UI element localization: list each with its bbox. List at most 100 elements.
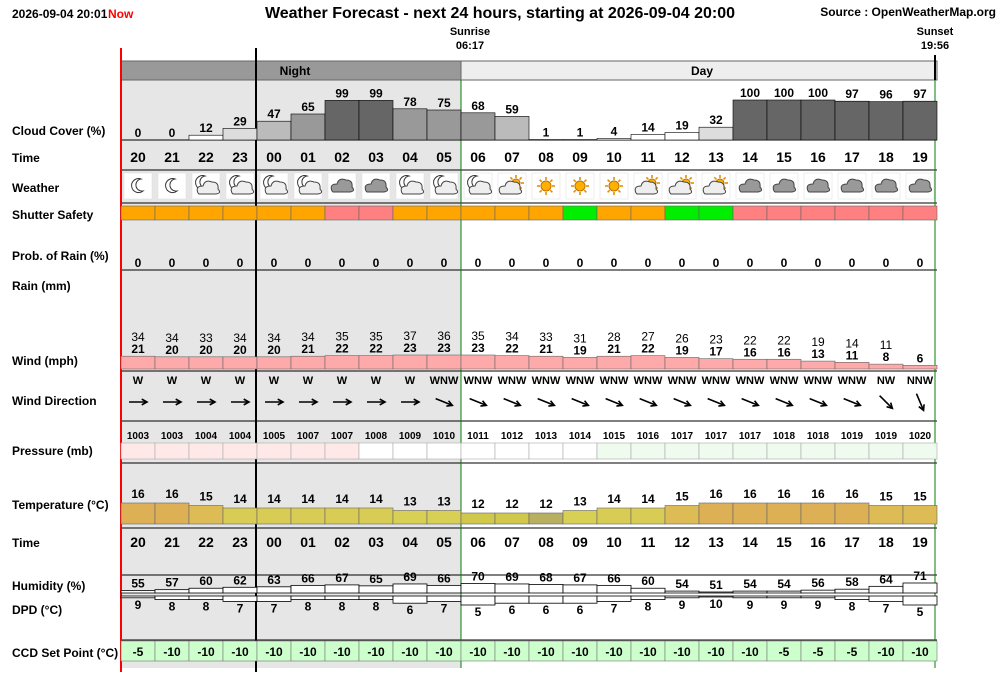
rain-probability-value: 0 xyxy=(679,256,686,270)
wind-direction-label: WNW xyxy=(770,375,799,387)
time-label-2: 04 xyxy=(402,534,418,550)
cloud-cover-value: 12 xyxy=(199,121,213,135)
humidity-bar xyxy=(256,586,292,594)
pressure-value: 1007 xyxy=(331,431,354,442)
sun-disc xyxy=(540,180,552,192)
temperature-value: 14 xyxy=(267,492,281,506)
time-label: 18 xyxy=(878,149,894,165)
row-label-shutter: Shutter Safety xyxy=(12,208,94,222)
humidity-bar xyxy=(562,584,598,594)
time-label: 12 xyxy=(674,149,690,165)
cloud-bar xyxy=(188,134,224,141)
wind-arrow-head xyxy=(243,398,251,406)
wind-arrow-icon xyxy=(571,397,590,407)
humidity-bar xyxy=(154,589,190,594)
cloud-icon xyxy=(702,180,727,195)
sunrise-label: Sunrise xyxy=(450,26,490,38)
shutter-safety-cell xyxy=(290,205,326,221)
wind-speed-value: 21 xyxy=(539,342,553,356)
wind-direction-label: W xyxy=(405,375,416,387)
rain-probability-value: 0 xyxy=(305,256,312,270)
wind-arrow-icon xyxy=(775,397,794,407)
cloud-shape xyxy=(772,178,797,193)
wind-bar xyxy=(732,358,768,370)
moon-shape xyxy=(131,178,145,194)
moon-icon xyxy=(131,178,145,194)
shutter-safety-cell xyxy=(664,205,700,221)
rain-probability-value: 0 xyxy=(883,256,890,270)
cloud-shape xyxy=(738,178,763,193)
cloud-cover-value: 99 xyxy=(335,86,349,100)
rain-probability-value: 0 xyxy=(645,256,652,270)
rain-probability-value: 0 xyxy=(849,256,856,270)
wind-direction-label: WNW xyxy=(430,375,459,387)
time-label: 23 xyxy=(232,149,248,165)
cloud-cover-value: 47 xyxy=(267,107,281,121)
ccd-value: -10 xyxy=(299,645,317,659)
wind-arrow-icon xyxy=(605,397,624,407)
temperature-bar xyxy=(630,507,666,525)
wind-arrow-icon xyxy=(435,397,454,407)
time-label-2: 12 xyxy=(674,534,690,550)
cloud-shape xyxy=(330,178,355,193)
time-label: 16 xyxy=(810,149,826,165)
temperature-value: 14 xyxy=(301,492,315,506)
temperature-value: 12 xyxy=(505,497,519,511)
dpd-bar xyxy=(392,595,428,604)
rain-probability-value: 0 xyxy=(611,256,618,270)
row-label-time: Time xyxy=(12,151,40,165)
temperature-bar xyxy=(426,510,462,525)
cloud-shape xyxy=(668,180,693,195)
shutter-safety-cell xyxy=(392,205,428,221)
cloud-bar xyxy=(324,100,360,141)
wind-bar xyxy=(426,354,462,370)
time-label: 06 xyxy=(470,149,486,165)
time-label-2: 19 xyxy=(912,534,928,550)
temperature-value: 16 xyxy=(777,487,791,501)
wind-arrow-head xyxy=(311,398,319,406)
cloud-icon xyxy=(330,178,355,193)
ccd-value: -10 xyxy=(435,645,453,659)
time-label: 05 xyxy=(436,149,452,165)
dpd-value: 8 xyxy=(849,600,856,614)
time-label-2: 21 xyxy=(164,534,180,550)
temperature-bar xyxy=(460,512,496,525)
row-label-rain-prob: Prob. of Rain (%) xyxy=(12,249,109,263)
cloud-icon xyxy=(840,178,865,193)
wind-direction-label: W xyxy=(269,375,280,387)
shutter-safety-cell xyxy=(766,205,802,221)
wind-bar xyxy=(800,360,836,370)
temperature-value: 14 xyxy=(641,492,655,506)
wind-speed-value: 22 xyxy=(369,342,383,356)
wind-arrow-shaft xyxy=(741,397,759,407)
cloud-icon xyxy=(772,178,797,193)
shutter-safety-cell xyxy=(256,205,292,221)
humidity-value: 54 xyxy=(675,577,689,591)
sun-ray xyxy=(549,179,553,183)
wind-arrow-head xyxy=(854,400,862,407)
shutter-safety-cell xyxy=(902,205,938,221)
cloud-cover-value: 100 xyxy=(774,86,794,100)
ccd-value: -5 xyxy=(847,645,858,659)
source-label: Source : OpenWeatherMap.org xyxy=(820,5,996,19)
temperature-value: 16 xyxy=(709,487,723,501)
sun-ray xyxy=(713,176,718,181)
wind-gust-value: 37 xyxy=(403,329,417,343)
humidity-value: 54 xyxy=(777,577,791,591)
sun-icon xyxy=(571,177,589,195)
wind-arrow-head xyxy=(548,400,556,407)
cloud-cover-value: 97 xyxy=(913,87,927,101)
shutter-safety-cell xyxy=(358,205,394,221)
wind-speed-value: 11 xyxy=(846,348,859,362)
humidity-bar xyxy=(664,590,700,594)
sun-ray xyxy=(518,176,523,181)
cloud-icon xyxy=(874,178,899,193)
wind-arrow-head xyxy=(918,404,925,412)
wind-direction-label: W xyxy=(235,375,246,387)
time-label: 10 xyxy=(606,149,622,165)
cloud-shape xyxy=(908,178,933,193)
temperature-value: 15 xyxy=(199,490,213,504)
rain-probability-value: 0 xyxy=(543,256,550,270)
cloud-bar xyxy=(698,126,734,141)
pressure-cell xyxy=(528,442,564,460)
